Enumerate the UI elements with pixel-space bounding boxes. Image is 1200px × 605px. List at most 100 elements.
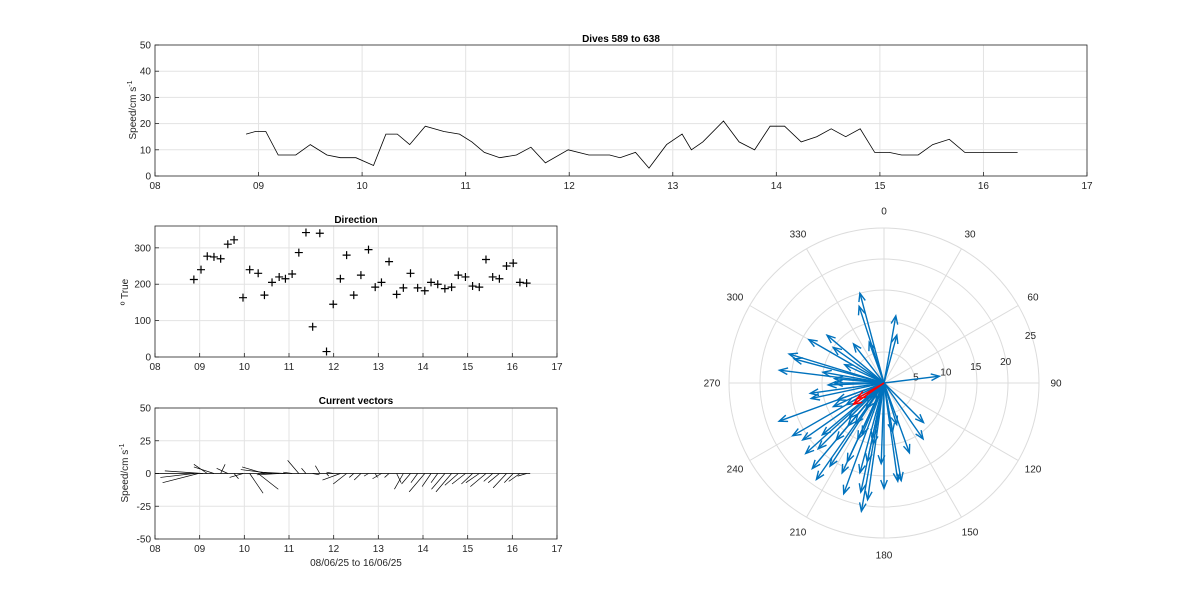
compass-arrow bbox=[833, 382, 885, 408]
current-vector bbox=[374, 473, 378, 478]
speed-y-axis-label: Speed/cm s-1 bbox=[127, 80, 139, 139]
direction-x-tick-label: 11 bbox=[284, 362, 295, 373]
current-vector bbox=[257, 473, 279, 490]
direction-point bbox=[349, 291, 358, 300]
speed-x-tick-label: 09 bbox=[253, 181, 265, 192]
direction-y-axis-label: º True bbox=[120, 278, 131, 305]
compass-arrow-head bbox=[895, 471, 904, 483]
direction-point bbox=[475, 283, 484, 292]
current-vector bbox=[233, 473, 239, 479]
direction-point bbox=[377, 278, 386, 287]
direction-y-tick-label: 100 bbox=[134, 316, 151, 327]
direction-point bbox=[447, 283, 456, 292]
compass-arrow-head bbox=[826, 380, 837, 389]
direction-point bbox=[454, 271, 463, 280]
compass-arrow bbox=[834, 377, 885, 384]
speed-x-tick-label: 11 bbox=[460, 181, 471, 192]
current-vector bbox=[193, 466, 215, 474]
direction-point bbox=[427, 278, 436, 287]
compass-angle-label: 210 bbox=[790, 527, 807, 538]
compass-arrow-head bbox=[914, 413, 925, 424]
speed-x-tick-label: 16 bbox=[978, 181, 990, 192]
direction-point bbox=[216, 254, 225, 263]
compass-radius-label: 25 bbox=[1025, 331, 1037, 342]
compass-arrow bbox=[843, 382, 885, 494]
direction-point bbox=[399, 283, 408, 292]
current-vector bbox=[483, 473, 493, 482]
direction-point bbox=[420, 286, 429, 295]
direction-point bbox=[515, 278, 524, 287]
direction-point bbox=[461, 272, 470, 281]
direction-x-tick-label: 16 bbox=[507, 362, 519, 373]
direction-point bbox=[481, 255, 490, 264]
direction-point bbox=[254, 269, 263, 278]
direction-point bbox=[209, 252, 218, 261]
speed-y-tick-label: 20 bbox=[140, 119, 152, 130]
compass-angle-label: 0 bbox=[881, 206, 887, 217]
vectors-x-tick-label: 10 bbox=[239, 544, 251, 555]
direction-point bbox=[245, 265, 254, 274]
compass-arrow bbox=[778, 382, 885, 422]
direction-point bbox=[275, 272, 284, 281]
compass-arrow bbox=[861, 382, 885, 435]
compass-arrow bbox=[832, 346, 885, 384]
vectors-y-tick-label: -50 bbox=[137, 535, 152, 546]
current-vector bbox=[216, 467, 228, 474]
compass-arrow-head bbox=[825, 333, 836, 344]
direction-x-tick-label: 15 bbox=[462, 362, 474, 373]
compass-arrow-head bbox=[842, 363, 854, 372]
compass-arrow-head bbox=[868, 340, 876, 352]
current-vector bbox=[465, 473, 480, 483]
direction-point bbox=[392, 290, 401, 299]
compass-arrow-head bbox=[791, 428, 802, 437]
compass-arrow bbox=[883, 334, 898, 384]
direction-x-tick-label: 08 bbox=[149, 362, 161, 373]
vectors-x-tick-label: 17 bbox=[551, 544, 563, 555]
direction-point bbox=[203, 252, 212, 261]
compass-arrow-head bbox=[815, 470, 825, 482]
compass-angle-label: 150 bbox=[962, 527, 979, 538]
direction-point bbox=[223, 240, 232, 249]
direction-x-tick-label: 13 bbox=[373, 362, 385, 373]
direction-point bbox=[230, 235, 239, 244]
compass-spoke bbox=[883, 305, 1019, 384]
speed-y-tick-label: 10 bbox=[140, 145, 152, 156]
compass-arrow bbox=[883, 382, 924, 423]
compass-arrow bbox=[793, 358, 885, 384]
current-vector bbox=[249, 473, 264, 494]
direction-x-tick-label: 12 bbox=[328, 362, 340, 373]
direction-point bbox=[238, 293, 247, 302]
vectors-x-tick-label: 09 bbox=[194, 544, 206, 555]
direction-panel: 08 09 10 11 12 13 14 15 16 17 0 100 200 300 Direction… bbox=[120, 215, 563, 373]
current-vector bbox=[283, 471, 293, 474]
compass-arrow-head bbox=[807, 338, 818, 348]
compass-arrow-head bbox=[801, 432, 812, 441]
speed-y-tick-label: 40 bbox=[140, 67, 152, 78]
compass-arrow-head bbox=[864, 490, 873, 502]
compass-arrow-head bbox=[915, 429, 925, 441]
current-vector bbox=[408, 473, 426, 493]
speed-x-tick-label: 14 bbox=[771, 181, 783, 192]
speed-series-line bbox=[245, 120, 1018, 169]
compass-arrow-head bbox=[852, 342, 862, 353]
current-vector bbox=[396, 473, 402, 483]
compass-arrow-head bbox=[842, 484, 851, 496]
current-vector bbox=[312, 473, 320, 476]
current-vector bbox=[326, 471, 334, 474]
current-vector bbox=[287, 460, 300, 474]
direction-point bbox=[488, 272, 497, 281]
compass-angle-label: 240 bbox=[727, 465, 744, 476]
direction-point bbox=[356, 271, 365, 280]
current-vector bbox=[353, 473, 362, 481]
compass-arrow bbox=[883, 382, 899, 482]
compass-arrow-head bbox=[792, 357, 804, 365]
compass-arrow-head bbox=[890, 313, 899, 325]
vectors-y-tick-label: 50 bbox=[140, 404, 152, 415]
current-vector bbox=[470, 473, 487, 487]
direction-point bbox=[509, 259, 518, 268]
compass-angle-label: 180 bbox=[876, 551, 893, 562]
direction-point bbox=[322, 347, 331, 356]
compass-arrow-head bbox=[831, 346, 843, 356]
direction-point bbox=[522, 279, 531, 288]
current-vectors-panel: 08 09 10 11 12 13 14 15 16 17 -50 -25 0 25 50 Current … bbox=[119, 396, 563, 569]
